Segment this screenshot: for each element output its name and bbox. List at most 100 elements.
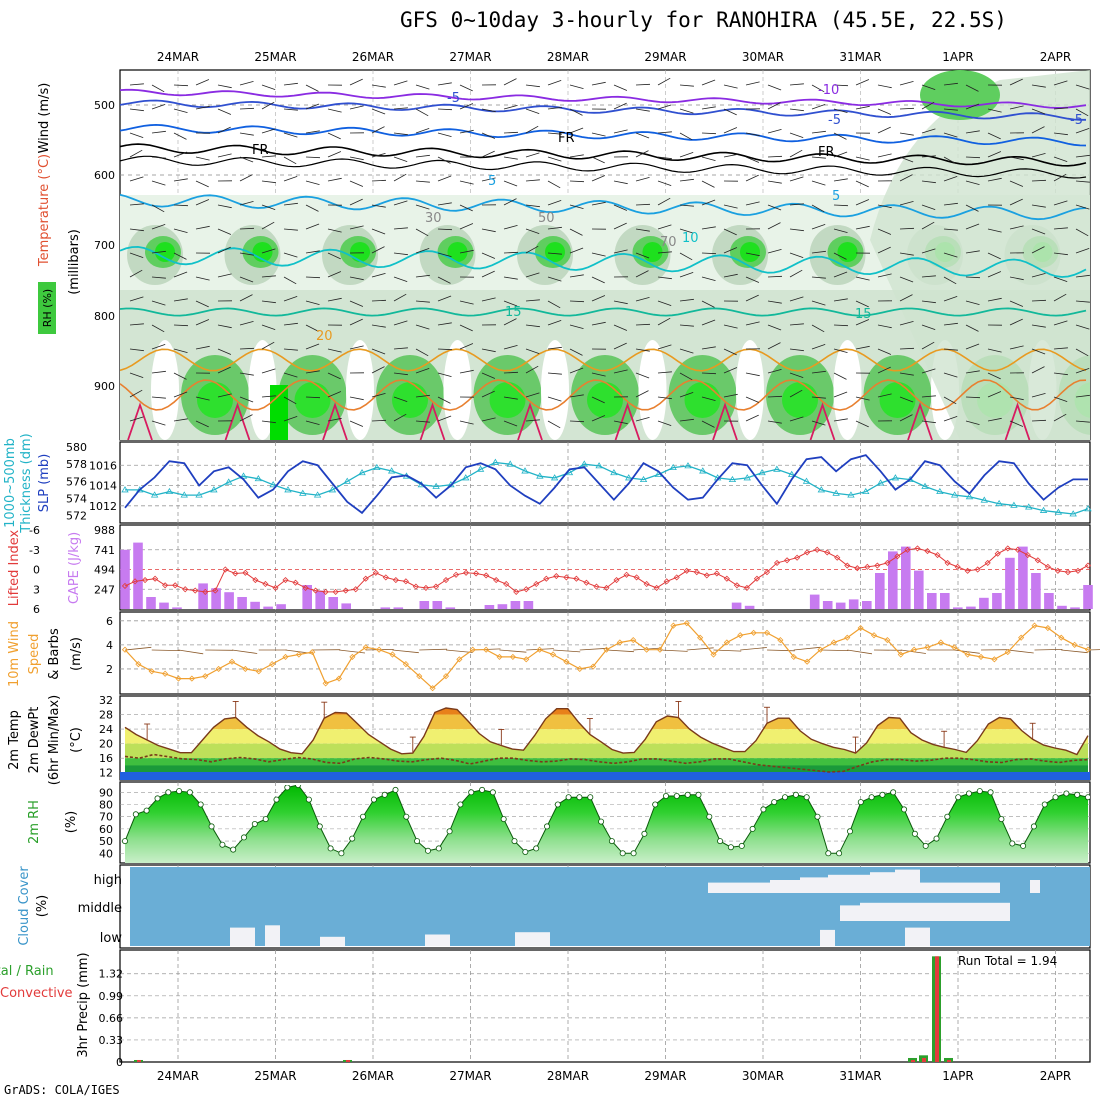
temperature-contour [322,402,348,440]
wind-barb [811,204,825,213]
wind-barb [943,296,958,302]
rh-point [760,806,767,813]
wind-barb [657,131,672,134]
wind-barb [679,252,693,261]
wind-barb [547,346,562,350]
contour-label: 20 [316,329,333,344]
wind-barb [547,132,562,135]
wind-barb [789,269,803,278]
ylabel-rh2m: 2m RH [27,800,42,844]
wind-barb [657,224,672,230]
precip-convective-bar [137,1059,141,1062]
wind-barb [1053,252,1068,256]
wind-barb [877,324,892,329]
wind-barb [965,204,979,212]
thickness-point [1039,506,1048,513]
lifted-index-point [864,563,871,570]
date-label-top: 25MAR [254,50,296,64]
lifted-index-point [603,584,610,591]
wind-barb [129,372,144,378]
wind-barb [569,228,583,236]
wind-barb [833,418,848,422]
wind-speed-point [389,651,396,658]
wind-barb [723,393,738,398]
lifted-index-point [162,582,169,589]
wind-speed-point [616,639,623,646]
wind-barb [547,320,562,326]
wind-barb [1075,248,1090,254]
wind-barb [437,202,452,206]
rh-gap [443,340,472,440]
wind-barb [481,132,496,139]
date-label-top: 1APR [942,50,973,64]
rh-point [457,801,464,808]
wind-barb [239,107,255,110]
wind-barb [371,419,387,422]
rh-point [608,838,615,845]
wind-barb [965,276,981,279]
cape-bar [250,601,260,609]
wind-barb [855,156,870,161]
rh-point [998,816,1005,823]
lifted-index-point [222,566,229,573]
thickness-point [876,479,885,486]
wind-barb [987,151,1002,158]
lifted-index-point [232,570,239,577]
wind-barb [1075,368,1090,374]
wind-barb [591,396,605,404]
rh-patch [155,242,175,262]
ytick-slp: 1016 [89,459,117,472]
lifted-index-point [1084,562,1092,569]
wind-barb [283,322,298,326]
wind-barb [833,324,849,327]
thickness-point [1084,505,1092,512]
wind-barb [855,276,870,281]
wind-barb [239,321,254,326]
lifted-index-point [392,576,399,584]
wind-barb [437,372,452,377]
rh-point [825,850,832,857]
wind-barb [547,276,562,282]
wind-barb [393,132,408,136]
wind-barb [987,228,1002,233]
wind-barb [789,389,803,398]
wind-barb [987,348,1002,353]
ylabel-temp: 2m DewPt [27,707,42,774]
lifted-index-point [262,580,269,588]
wind-barb [1075,300,1090,303]
wind-barb [151,276,166,279]
ytick-cape: 247 [94,583,115,596]
lifted-index-point [573,575,580,582]
wind-barb-10m [1061,649,1088,654]
lifted-index-point [553,573,560,580]
wind-barb [283,416,298,422]
wind-barb [503,276,518,280]
wind-barb [1053,347,1068,350]
wind-barb [503,180,518,187]
wind-barb [965,180,980,185]
wind-barb [767,204,782,211]
rh-point [533,845,540,852]
wind-barb [1053,372,1068,376]
wind-barb [987,132,1001,140]
wind-barb [305,276,321,279]
wind-barb-10m [1087,649,1100,651]
wind-barb [481,348,496,353]
rh-gap [151,340,179,440]
wind-speed-point [937,639,944,646]
wind-barb [283,156,297,165]
wind-barb [921,324,936,330]
wind-barb [459,420,474,425]
wind-barb [173,178,188,182]
wind-barb [921,248,936,254]
wind-speed-point [1058,634,1065,641]
ytick-li: 6 [33,603,40,616]
cape-bar [809,594,820,609]
wind-barb [745,156,760,163]
thickness-point [269,481,277,488]
ylabel-precip-total: Total / Rain [0,964,54,979]
rh-point [165,789,172,796]
rh-patch [447,242,468,262]
lifted-index-point [533,580,540,588]
ytick-precip: 0.99 [99,990,124,1003]
